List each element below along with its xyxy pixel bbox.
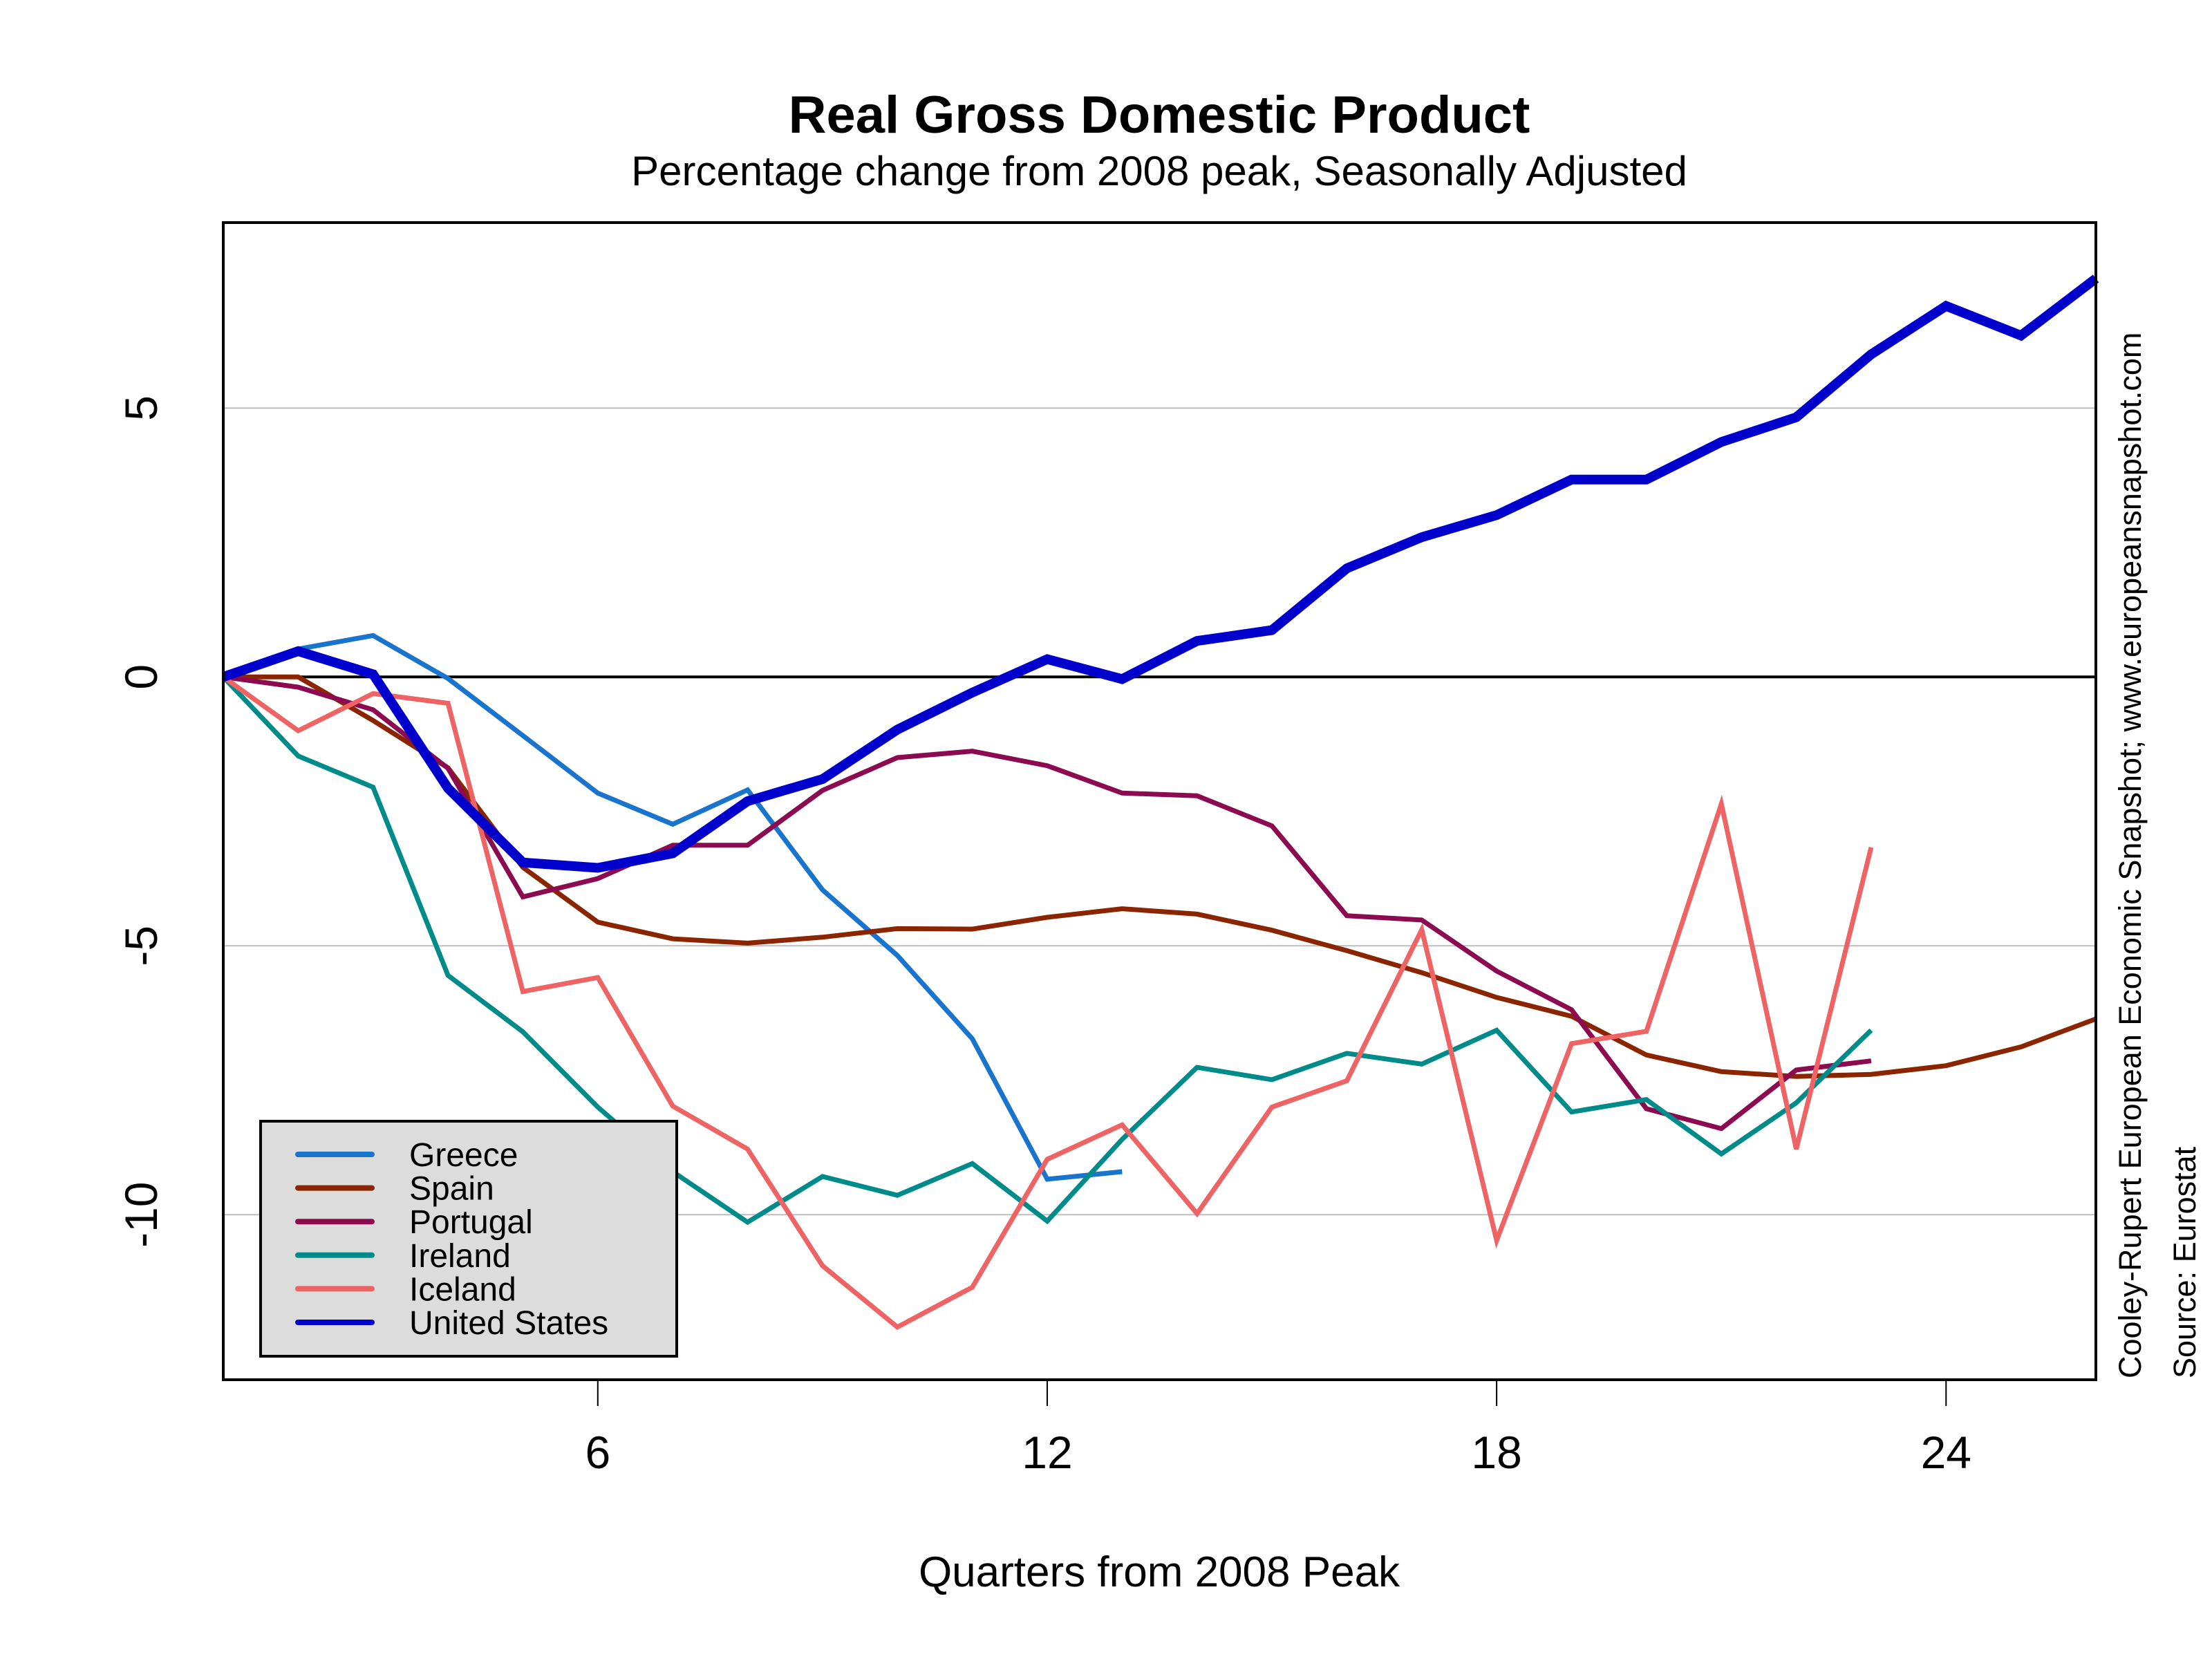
y-tick-label: 0 <box>115 664 167 690</box>
series-line-greece <box>222 632 1123 1182</box>
legend-item: Ireland <box>295 1238 511 1275</box>
legend-item: Portugal <box>295 1204 533 1241</box>
x-axis-label: Quarters from 2008 Peak <box>919 1548 1400 1596</box>
x-tick-label: 24 <box>1921 1427 1971 1478</box>
legend-label: Spain <box>409 1171 494 1208</box>
plot-frame <box>222 221 2097 1381</box>
legend-item: Iceland <box>295 1271 516 1308</box>
credit-annotation: Cooley-Rupert European Economic Snapshot… <box>2112 332 2148 1378</box>
source-annotation: Source: Eurostat <box>2167 1146 2202 1378</box>
legend-item: United States <box>295 1305 608 1342</box>
y-tick-label: 5 <box>115 395 167 421</box>
y-tick-label: -5 <box>115 926 167 966</box>
x-tick-label: 18 <box>1471 1427 1521 1478</box>
series-line-united-states <box>221 274 2099 873</box>
legend-label: Greece <box>409 1137 518 1174</box>
legend-label: Portugal <box>409 1204 533 1241</box>
chart-subtitle: Percentage change from 2008 peak, Season… <box>631 148 1687 194</box>
series-line-spain <box>223 674 2097 1079</box>
series-layer <box>221 274 2099 1330</box>
series-line-portugal <box>223 674 1872 1132</box>
x-tick-label: 6 <box>585 1427 610 1478</box>
chart-title: Real Gross Domestic Product <box>789 86 1530 144</box>
legend-item: Greece <box>295 1137 518 1174</box>
y-tick-label: -10 <box>115 1182 167 1248</box>
y-axis: 5 0 -5 -10 <box>115 395 167 1248</box>
legend: GreeceSpainPortugalIrelandIcelandUnited … <box>259 1120 678 1358</box>
gridlines <box>223 407 2096 1216</box>
legend-box <box>259 1120 678 1358</box>
series-line-ireland <box>221 675 1873 1226</box>
series-line-iceland <box>221 675 1874 1330</box>
legend-item: Spain <box>295 1171 494 1208</box>
legend-label: Ireland <box>409 1238 511 1275</box>
x-axis: 6 12 18 24 <box>585 1380 1971 1478</box>
x-tick-label: 12 <box>1022 1427 1072 1478</box>
legend-label: United States <box>409 1305 608 1342</box>
legend-label: Iceland <box>409 1271 516 1308</box>
